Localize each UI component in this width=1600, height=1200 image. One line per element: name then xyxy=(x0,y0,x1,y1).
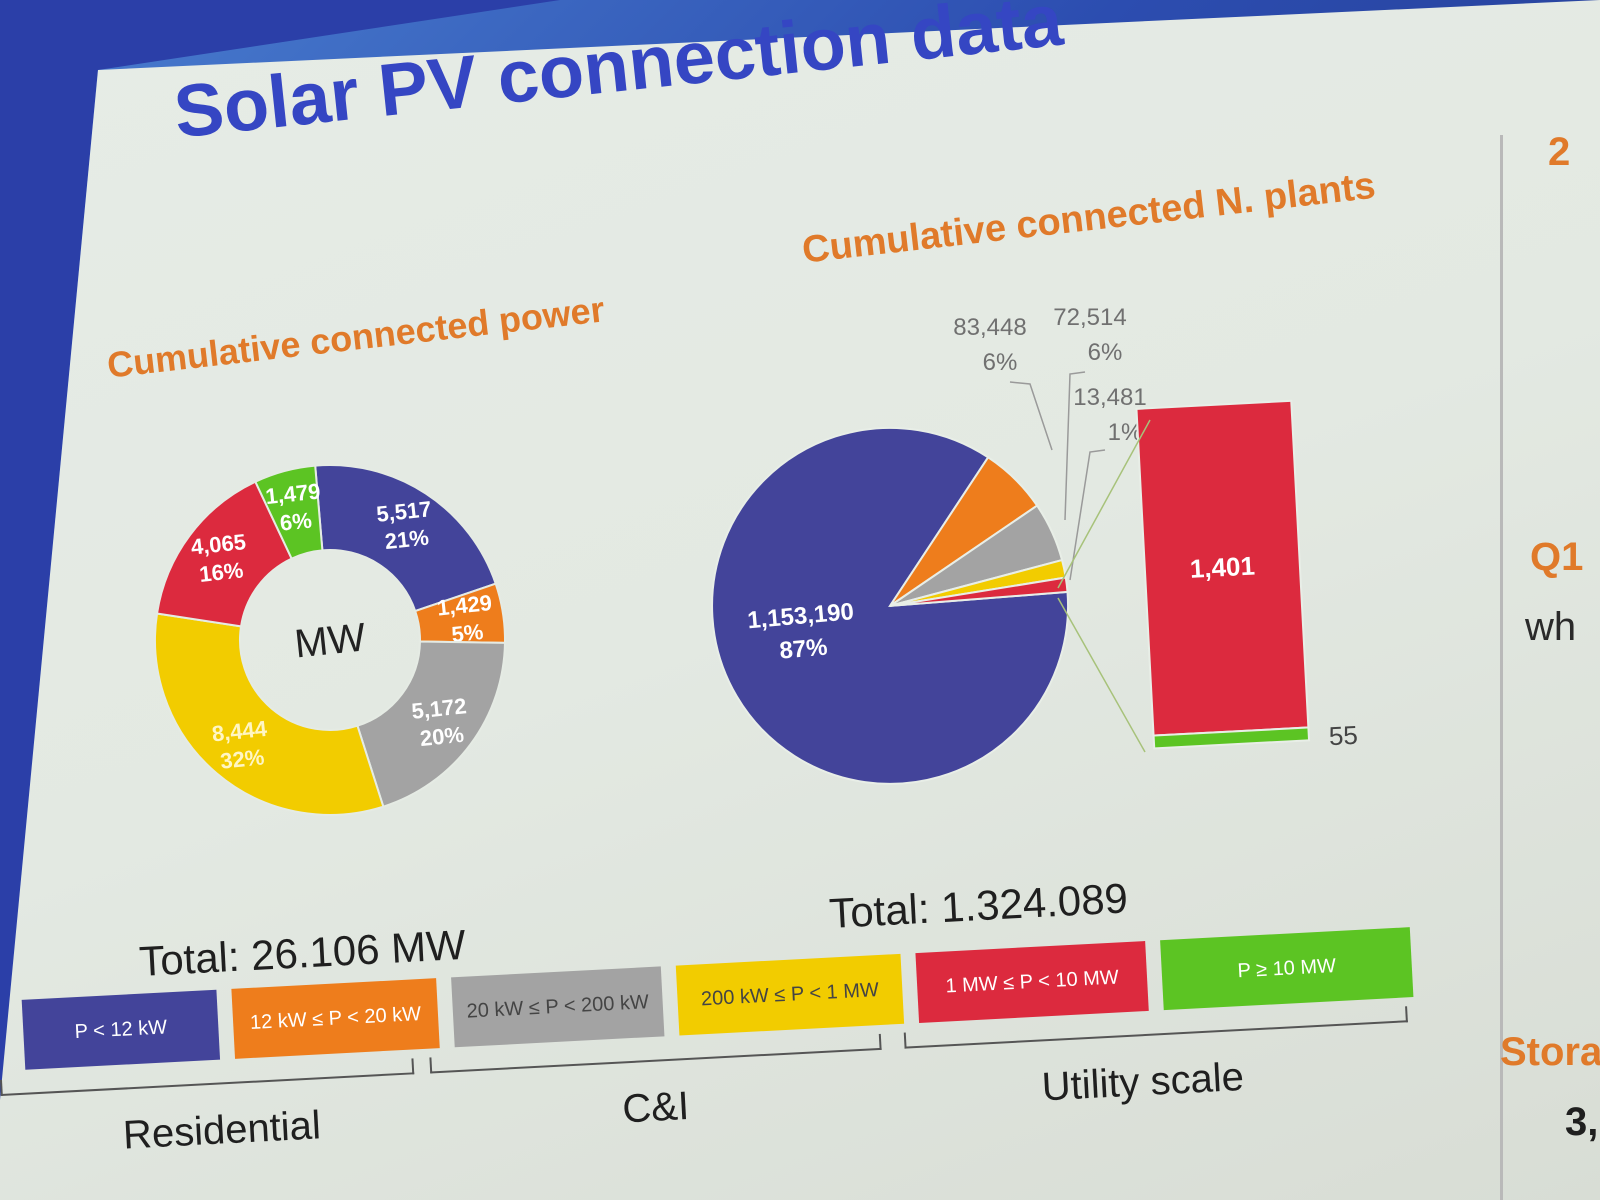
bar-segment-1 xyxy=(1152,726,1311,750)
donut-slice-5 xyxy=(254,464,324,560)
column-divider xyxy=(1500,135,1503,1200)
connector-top xyxy=(1057,419,1151,589)
legend-item-3: 200 kW ≤ P < 1 MW xyxy=(675,953,905,1036)
pie-value-label-1: 83,448 xyxy=(953,314,1026,341)
legend-item-1: 12 kW ≤ P < 20 kW xyxy=(231,978,440,1059)
edge-text-stor: Stora xyxy=(1500,1030,1600,1074)
pie-percent-label-2: 6% xyxy=(1088,339,1123,366)
donut-percent-label-2: 20% xyxy=(419,722,465,751)
donut-slice-3 xyxy=(154,612,385,816)
bar-value-label-0: 1,401 xyxy=(1189,551,1256,584)
leader-line-1 xyxy=(1009,381,1053,451)
leader-line-3 xyxy=(1069,449,1106,581)
power-donut: 5,51721%1,4295%5,17220%8,44432%4,06516%1… xyxy=(154,464,506,816)
donut-value-label-1: 1,429 xyxy=(436,590,493,621)
donut-value-label-2: 5,172 xyxy=(410,693,467,724)
group-label-residential: Residential xyxy=(121,1103,322,1158)
edge-text-q: Q1 xyxy=(1530,535,1584,579)
donut-slice-2 xyxy=(356,640,506,808)
donut-value-label-3: 8,444 xyxy=(211,716,269,747)
donut-value-label-5: 1,479 xyxy=(264,478,321,509)
donut-percent-label-3: 32% xyxy=(219,744,265,773)
legend-item-5: P ≥ 10 MW xyxy=(1160,927,1414,1011)
donut-percent-label-4: 16% xyxy=(198,557,244,586)
legend-item-4: 1 MW ≤ P < 10 MW xyxy=(915,941,1149,1023)
edge-text-num: 3, xyxy=(1565,1100,1599,1144)
pie-value-label-2: 72,514 xyxy=(1053,304,1126,331)
edge-text-top: 2 xyxy=(1548,130,1571,174)
donut-percent-label-0: 21% xyxy=(384,525,430,554)
donut-slice-0 xyxy=(314,464,497,613)
pie-slice-4 xyxy=(889,576,1069,607)
legend-item-0: P < 12 kW xyxy=(21,989,221,1070)
legend-item-2: 20 kW ≤ P < 200 kW xyxy=(451,966,665,1048)
donut-value-label-0: 5,517 xyxy=(375,496,432,527)
pie-percent-label-1: 6% xyxy=(983,349,1018,376)
leader-line-2 xyxy=(1064,371,1086,521)
donut-percent-label-5: 6% xyxy=(279,508,313,536)
donut-center-label: MW xyxy=(292,615,368,666)
connector-bottom xyxy=(1057,597,1146,753)
edge-text-wh: wh xyxy=(1525,605,1577,649)
bar-of-pie: 1,401 55 xyxy=(1135,399,1359,751)
pie-percent-label-0: 87% xyxy=(778,634,828,665)
donut-value-label-4: 4,065 xyxy=(190,529,247,560)
bar-value-label-1: 55 xyxy=(1328,720,1358,751)
group-label-utility: Utility scale xyxy=(1040,1054,1245,1110)
group-label-ci: C&I xyxy=(621,1084,691,1132)
pie-value-label-3: 13,481 xyxy=(1073,384,1146,411)
